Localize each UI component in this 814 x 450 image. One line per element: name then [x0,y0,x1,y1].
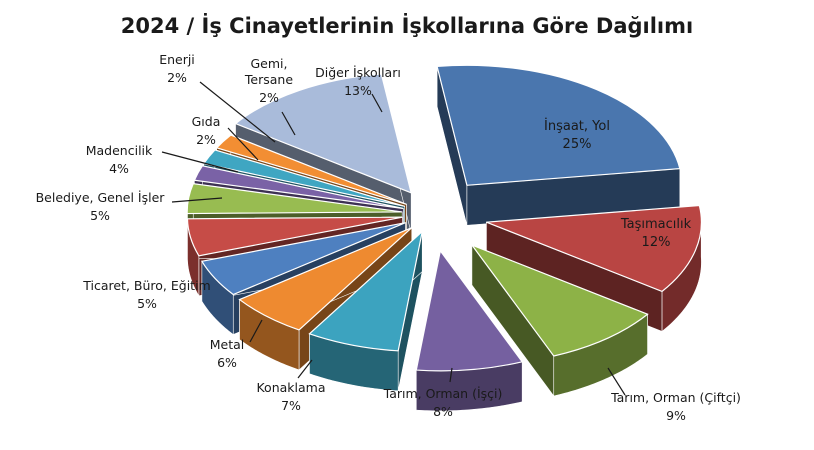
pie-slice [470,243,649,397]
slice-label-text: Enerji [159,52,195,67]
pie-slice [415,249,524,412]
leader-line [281,111,296,136]
chart-title: 2024 / İş Cinayetlerinin İşkollarına Gör… [120,14,694,38]
slice-top [215,134,407,205]
slice-label-text: Tarım, Orman (İşçi) [383,386,503,401]
slice-label: Gemi, Tersane 2% [244,56,293,105]
slice-label: Diğer İşkolları 13% [315,65,401,98]
slice-label-text: İnşaat, Yol [544,118,610,134]
slice-label: Ticaret, Büro, Eğitim 5% [82,278,210,311]
leader-line [161,151,239,173]
slice-label-text: Madencilik [86,143,153,158]
leader-line [227,127,259,161]
slice-percent: 9% [666,408,686,423]
slice-label-text: Konaklama [256,380,325,395]
slice-top [470,243,649,357]
slice-top [308,229,424,352]
slice-percent: 8% [433,404,453,419]
slice-label: Konaklama 7% [256,380,325,413]
slice-percent: 5% [137,296,157,311]
leader-line [607,367,626,396]
slice-label: Tarım, Orman (İşçi) 8% [383,386,503,419]
slice-top [415,249,524,372]
slice-percent: 2% [196,132,216,147]
slice-label: Metal 6% [210,337,245,370]
leader-line [249,319,263,343]
slice-percent: 4% [109,161,129,176]
slice-percent: 7% [281,398,301,413]
slice-label-text: Diğer İşkolları [315,65,401,80]
slice-top [202,149,405,207]
slice-label-text: Tersane [244,72,293,87]
slice-percent: 5% [90,208,110,223]
leader-line [297,359,313,379]
slice-label: Tarım, Orman (Çiftçi) 9% [610,390,741,423]
slice-percent: 6% [217,355,237,370]
slice-label-text: Taşımacılık [620,217,692,232]
leader-line [199,81,276,143]
slice-top [193,165,404,210]
slice-top [238,227,413,331]
slice-label-text: Belediye, Genel İşler [36,190,166,205]
leader-line [171,197,223,203]
slice-percent: 2% [167,70,187,85]
slice-top [436,64,681,186]
slice-label: Madencilik 4% [86,143,153,176]
slice-label-text: Tarım, Orman (Çiftçi) [610,390,741,405]
slice-label: Gıda 2% [192,114,221,147]
slice-label-text: Ticaret, Büro, Eğitim [82,278,210,293]
pie-slice [308,229,424,392]
slice-label-text: Gemi, [251,56,288,71]
slice-percent: 12% [642,235,671,250]
slice-label: Enerji 2% [159,52,195,85]
slice-top [486,204,702,293]
slice-percent: 2% [259,90,279,105]
pie-slice [436,64,681,226]
slice-top [186,216,403,257]
slice-label: Taşımacılık 12% [620,217,692,250]
slice-label: İnşaat, Yol 25% [544,118,610,152]
slice-percent: 13% [344,83,372,98]
leader-line [371,93,383,113]
slice-label-text: Metal [210,337,245,352]
leader-line [449,367,453,383]
slice-top [200,222,406,296]
slice-top [186,182,403,215]
slice-label: Belediye, Genel İşler 5% [36,190,166,223]
slice-label-text: Gıda [192,114,221,129]
slice-percent: 25% [563,137,592,152]
